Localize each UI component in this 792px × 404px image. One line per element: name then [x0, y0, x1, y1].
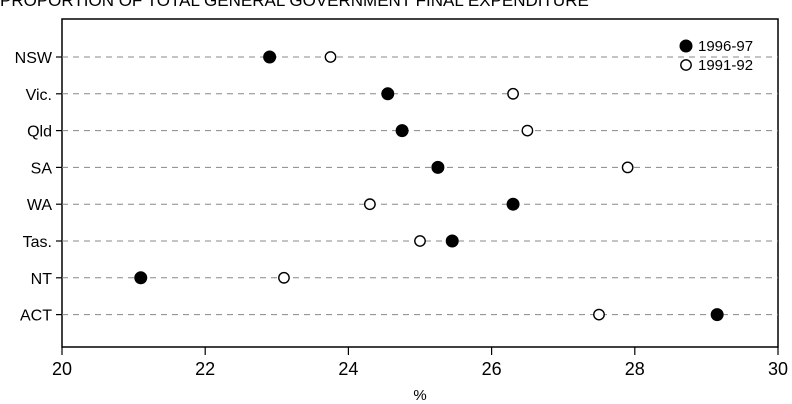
category-label: Tas.	[23, 234, 52, 251]
category-label: WA	[27, 197, 53, 214]
data-point-1991-92	[324, 51, 337, 63]
data-point-1996-97	[710, 308, 724, 322]
data-point-1996-97	[134, 271, 148, 285]
x-axis-label: %	[413, 387, 426, 404]
data-point-1991-92	[363, 198, 376, 211]
data-point-1991-92	[593, 308, 605, 321]
x-tick-label: 20	[52, 359, 72, 379]
category-label: NSW	[15, 50, 53, 67]
data-point-1991-92	[278, 271, 290, 284]
data-point-1996-97	[445, 234, 459, 248]
category-label: Qld	[27, 124, 52, 141]
data-point-1996-97	[506, 197, 520, 211]
data-point-1991-92	[507, 87, 519, 100]
chart-title: PROPORTION OF TOTAL GENERAL GOVERNMENT F…	[0, 0, 589, 10]
plot-frame	[61, 18, 779, 348]
legend: 1996-97 1991-92	[679, 38, 753, 74]
legend-marker	[679, 39, 693, 53]
data-point-1996-97	[263, 50, 277, 64]
x-axis: 20 22 24 26 28 30	[52, 347, 788, 379]
category-label: ACT	[20, 308, 52, 325]
data-point-1991-92	[521, 124, 534, 137]
data-points	[134, 50, 724, 322]
data-point-1991-92	[414, 235, 426, 247]
category-label: SA	[31, 160, 53, 177]
x-tick-label: 22	[195, 359, 215, 379]
x-tick-label: 30	[768, 359, 788, 379]
x-tick-label: 28	[625, 359, 645, 379]
x-tick-label: 26	[482, 359, 502, 379]
data-point-1996-97	[395, 124, 409, 138]
category-label: NT	[31, 271, 53, 288]
data-point-1996-97	[431, 160, 445, 174]
data-point-1991-92	[621, 161, 634, 174]
legend-marker	[680, 59, 692, 71]
category-label: Vic.	[26, 87, 52, 104]
x-tick-label: 24	[338, 359, 358, 379]
legend-label: 1991-92	[698, 57, 753, 74]
legend-label: 1996-97	[698, 38, 753, 55]
grid-lines	[56, 56, 778, 316]
category-labels: NSW Vic. Qld SA WA Tas. NT ACT	[15, 50, 53, 325]
data-point-1996-97	[381, 87, 395, 101]
